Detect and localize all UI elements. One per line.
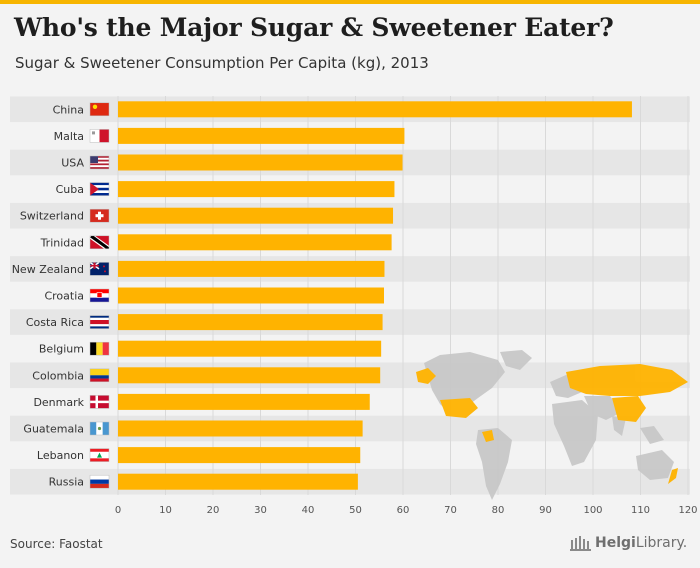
category-label: Switzerland	[20, 210, 84, 223]
bar	[118, 234, 392, 251]
category-label: Belgium	[39, 343, 84, 356]
bar	[118, 287, 384, 304]
logo-text-bold: Helgi	[595, 535, 636, 551]
category-label: Cuba	[56, 183, 84, 196]
bar	[118, 367, 381, 384]
lebanon-flag-icon	[89, 448, 110, 462]
x-tick-label: 120	[678, 505, 697, 516]
denmark-flag-icon	[89, 395, 110, 409]
russia-flag-icon	[89, 474, 110, 489]
x-tick-label: 10	[159, 505, 172, 516]
category-label: Trinidad	[40, 236, 84, 249]
belgium-flag-icon	[89, 341, 110, 356]
x-tick-label: 80	[492, 505, 505, 516]
source-note: Source: Faostat	[10, 537, 103, 551]
new-zealand-flag-icon	[89, 261, 110, 276]
category-label: New Zealand	[12, 263, 84, 276]
x-tick-label: 90	[539, 505, 552, 516]
helgi-library-logo: HelgiLibrary.	[570, 535, 687, 551]
x-tick-label: 40	[302, 505, 315, 516]
world-map-africa	[552, 400, 598, 466]
category-label: Denmark	[33, 396, 84, 409]
world-map-india	[612, 416, 626, 436]
china-flag-icon	[89, 102, 110, 117]
x-tick-label: 20	[207, 505, 220, 516]
world-map-russia	[566, 364, 688, 396]
x-tick-label: 60	[397, 505, 410, 516]
world-map-usa	[440, 398, 478, 418]
chart-subtitle: Sugar & Sweetener Consumption Per Capita…	[15, 54, 429, 72]
bar	[118, 314, 383, 331]
bar	[118, 393, 370, 410]
category-label: Russia	[49, 476, 84, 489]
category-label: USA	[61, 157, 84, 170]
bar	[118, 207, 394, 224]
bar	[118, 447, 361, 464]
library-columns-icon	[570, 536, 591, 551]
world-map-north-america	[424, 352, 505, 414]
world-map-alaska	[416, 368, 436, 384]
bar	[118, 340, 382, 357]
world-map-south-america	[476, 428, 512, 500]
trinidad-flag-icon	[89, 235, 110, 250]
bar	[118, 473, 358, 490]
top-accent-bar	[0, 0, 700, 4]
category-label: Croatia	[44, 290, 84, 303]
malta-flag-icon	[89, 129, 110, 143]
guatemala-flag-icon	[89, 421, 110, 436]
category-label: Colombia	[32, 369, 84, 382]
x-tick-label: 30	[254, 505, 267, 516]
category-label: China	[53, 103, 84, 116]
world-map-southeast-asia	[640, 426, 664, 444]
category-label: Guatemala	[23, 423, 84, 436]
usa-flag-icon	[89, 155, 110, 170]
category-label: Costa Rica	[26, 316, 84, 329]
world-map-asia-west	[584, 396, 622, 420]
world-map-greenland	[500, 350, 532, 370]
bar	[118, 420, 363, 437]
bar	[118, 260, 385, 277]
world-map-australia-land	[636, 450, 674, 480]
bar	[118, 127, 405, 144]
colombia-flag-icon	[89, 368, 110, 383]
cuba-flag-icon	[89, 182, 110, 196]
x-tick-label: 50	[349, 505, 362, 516]
category-label: Malta	[54, 130, 84, 143]
costa-rica-flag-icon	[89, 315, 110, 329]
x-tick-label: 110	[631, 505, 650, 516]
switzerland-flag-icon	[89, 208, 110, 223]
bar	[118, 181, 395, 198]
x-tick-label: 70	[444, 505, 457, 516]
x-tick-label: 0	[115, 505, 121, 516]
world-map	[416, 350, 688, 500]
x-tick-label: 100	[583, 505, 602, 516]
world-map-colombia	[482, 430, 494, 442]
croatia-flag-icon	[89, 288, 110, 303]
bar	[118, 101, 632, 118]
chart-title: Who's the Major Sugar & Sweetener Eater?	[14, 13, 614, 42]
category-label: Lebanon	[37, 449, 84, 462]
bar	[118, 154, 403, 171]
logo-text: Library.	[635, 535, 688, 551]
world-map-china	[612, 396, 646, 422]
world-map-new-zealand	[668, 468, 678, 484]
